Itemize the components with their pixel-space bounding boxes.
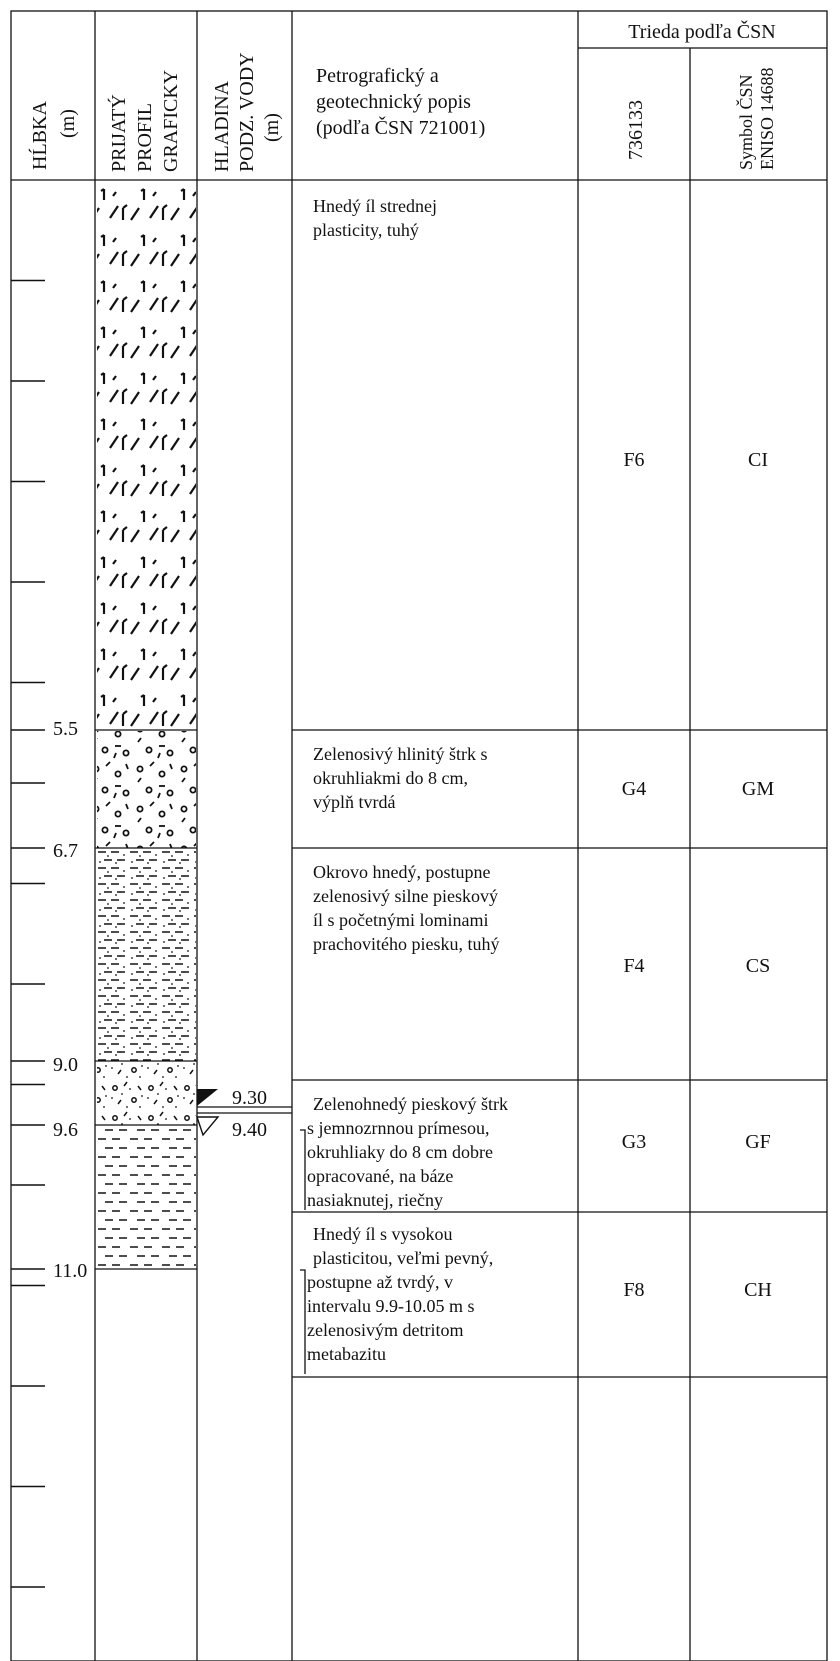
description-row-dividers [292, 729, 827, 1378]
water-header-line1: HLADINA [211, 80, 233, 172]
profile-header-line2: PROFIL [134, 103, 156, 172]
profile-layer-clay-medium [97, 182, 196, 730]
profile-layer-clay-high [97, 1126, 196, 1269]
class-symbol-header-line1: Symbol ČSN [735, 74, 756, 170]
leader-bracket-gravel-sandy [300, 1129, 306, 1210]
layer-description-line: okruhliakmi do 8 cm, [313, 768, 468, 788]
groundwater-level-established: 9.40 [232, 1119, 267, 1141]
class-symbol-header-line2: ENISO 14688 [757, 68, 777, 171]
layer-class-736133: G4 [622, 778, 646, 800]
profile-layer-gravel-loamy [97, 731, 196, 848]
layer-description-line: zelenosivým detritom [307, 1320, 463, 1340]
layer-description-line: Zelenohnedý pieskový štrk [313, 1094, 508, 1114]
column-header-description: Petrografický a geotechnický popis (podľ… [316, 65, 485, 139]
column-header-profile: PRIJATÝ PROFIL GRAFICKY [107, 70, 182, 172]
water-header-line3: (m) [261, 113, 283, 142]
description-header-line2: geotechnický popis [316, 91, 471, 113]
layer-description-line: íl s početnými lominami [313, 910, 488, 930]
layer-row-gravel-loamy: Zelenosivý hlinitý štrk s okruhliakmi do… [313, 744, 774, 812]
layer-symbol-14688: CH [744, 1279, 772, 1301]
description-header-line3: (podľa ČSN 721001) [316, 115, 485, 139]
layer-description-line: výplň tvrdá [313, 792, 396, 812]
depth-scale-ticks [11, 279, 45, 1588]
depth-label-6-7: 6.7 [53, 840, 78, 862]
layer-row-clay-medium: Hnedý íl strednej plasticity, tuhý F6 CI [313, 196, 768, 471]
layer-symbol-14688: CI [748, 449, 768, 471]
column-header-depth: HĹBKA (m) [28, 101, 79, 170]
layer-description-line: metabazitu [307, 1344, 386, 1364]
layer-description-line: nasiaknutej, riečny [307, 1190, 443, 1210]
layer-description-line: Zelenosivý hlinitý štrk s [313, 744, 488, 764]
layer-description-line: plasticity, tuhý [313, 220, 419, 240]
layer-description-line: Hnedý íl s vysokou [313, 1224, 453, 1244]
profile-header-line1: PRIJATÝ [107, 94, 130, 172]
groundwater-established-icon [196, 1116, 220, 1137]
description-header-line1: Petrografický a [316, 65, 439, 87]
layer-symbol-14688: CS [746, 955, 770, 977]
description-leader-brackets [300, 1129, 306, 1374]
layer-description-line: postupne až tvrdý, v [307, 1272, 453, 1292]
depth-label-9-0: 9.0 [53, 1054, 78, 1076]
layer-description-line: okruhliaky do 8 cm dobre [307, 1142, 493, 1162]
depth-label-11-0: 11.0 [53, 1260, 87, 1282]
layer-row-clay-high: Hnedý íl s vysokou plasticitou, veľmi pe… [307, 1224, 772, 1364]
layer-class-736133: G3 [622, 1131, 646, 1153]
outer-border [10, 10, 828, 1661]
layer-row-gravel-sandy: Zelenohnedý pieskový štrk s jemnozrnnou … [307, 1094, 771, 1210]
layer-symbol-14688: GF [745, 1131, 771, 1153]
depth-label-9-6: 9.6 [53, 1119, 78, 1141]
lithology-profile [95, 182, 197, 1270]
layer-description-line: opracované, na báze [307, 1166, 453, 1186]
layer-description-line: s jemnozrnnou prímesou, [307, 1118, 489, 1138]
groundwater-markers: 9.30 9.40 [196, 1087, 292, 1141]
leader-bracket-clay-high [300, 1269, 306, 1374]
class-group-title: Trieda podľa ČSN [628, 19, 775, 43]
layer-description-line: plasticitou, veľmi pevný, [313, 1248, 493, 1268]
layer-description-line: zelenosivý silne pieskový [313, 886, 498, 906]
layer-class-736133: F6 [623, 449, 644, 471]
layer-class-736133: F4 [623, 955, 644, 977]
layer-class-736133: F8 [623, 1279, 644, 1301]
profile-header-line3: GRAFICKY [160, 70, 182, 172]
profile-layer-clay-sandy [97, 849, 196, 1061]
table-frame [10, 10, 828, 1661]
column-header-water: HLADINA PODZ. VODY (m) [211, 52, 283, 172]
layer-description-line: Okrovo hnedý, postupne [313, 862, 490, 882]
depth-label-5-5: 5.5 [53, 718, 78, 740]
layer-description-line: prachovitého piesku, tuhý [313, 934, 499, 954]
depth-header-line1: HĹBKA [28, 101, 51, 170]
class-736133-header: 736133 [625, 100, 647, 160]
depth-scale-labels: 5.5 6.7 9.0 9.6 11.0 [53, 718, 87, 1282]
groundwater-encountered-icon [197, 1089, 218, 1106]
water-header-line2: PODZ. VODY [236, 52, 258, 172]
layer-symbol-14688: GM [742, 778, 774, 800]
layer-row-clay-sandy: Okrovo hnedý, postupne zelenosivý silne … [313, 862, 770, 977]
layer-description-line: intervalu 9.9-10.05 m s [307, 1296, 474, 1316]
column-header-class: Trieda podľa ČSN 736133 Symbol ČSN ENISO… [625, 19, 777, 170]
groundwater-level-encountered: 9.30 [232, 1087, 267, 1109]
layer-description-line: Hnedý íl strednej [313, 196, 437, 216]
depth-header-line2: (m) [57, 109, 79, 138]
profile-layer-gravel-sandy [97, 1062, 196, 1125]
